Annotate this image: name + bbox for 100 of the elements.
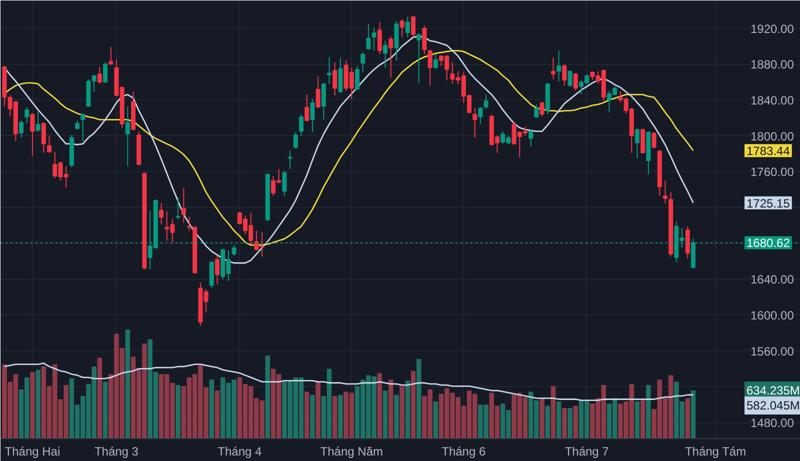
candlestick — [388, 36, 394, 78]
candlestick — [332, 62, 338, 96]
bar — [97, 358, 102, 438]
bar — [562, 408, 567, 438]
candlestick — [41, 122, 46, 154]
bar — [394, 394, 399, 438]
candlestick — [30, 112, 35, 156]
candlestick — [400, 18, 404, 38]
candlestick — [298, 114, 304, 136]
bar — [102, 382, 108, 438]
candlestick — [209, 260, 214, 289]
bar — [540, 398, 544, 438]
bar — [690, 390, 696, 438]
bar — [545, 406, 550, 438]
candlestick — [640, 128, 646, 154]
bar — [125, 329, 130, 438]
x-tick-label: Tháng 6 — [442, 444, 486, 458]
bar — [209, 380, 214, 438]
candlestick — [181, 187, 186, 224]
x-tick-label: Tháng 7 — [564, 444, 610, 458]
candlestick — [288, 150, 292, 170]
bar — [332, 396, 338, 438]
candlestick — [354, 65, 360, 91]
bar — [410, 370, 416, 438]
candlestick — [282, 170, 287, 196]
x-tick-label: Tháng Hai — [4, 444, 60, 458]
candlestick — [125, 106, 130, 167]
candlestick — [562, 64, 567, 86]
candlestick — [428, 49, 432, 86]
candlestick — [573, 72, 578, 91]
candlestick — [634, 128, 640, 159]
candlestick — [310, 98, 315, 133]
candlestick — [685, 226, 690, 260]
bar — [36, 370, 40, 438]
candlestick — [416, 33, 422, 84]
bar — [405, 380, 410, 438]
candlestick — [36, 111, 40, 132]
bar — [634, 401, 640, 438]
bar — [685, 398, 690, 438]
candlestick — [662, 180, 668, 204]
bar — [316, 382, 320, 438]
candlestick — [550, 57, 556, 80]
candlestick — [24, 106, 30, 124]
bar — [214, 390, 220, 438]
candlestick — [304, 94, 310, 122]
candlestick — [652, 132, 656, 149]
bar — [338, 394, 343, 438]
x-tick-label: Tháng Tám — [684, 444, 746, 458]
candlestick — [478, 106, 483, 125]
candlestick — [382, 40, 388, 68]
candlestick — [405, 16, 410, 38]
bar — [640, 400, 646, 438]
bar — [265, 356, 270, 438]
candlestick — [316, 76, 320, 109]
candlestick — [232, 244, 236, 256]
candlestick — [326, 56, 332, 84]
candlestick — [338, 57, 343, 94]
bar — [573, 406, 578, 438]
candlestick — [159, 202, 164, 225]
candlestick — [366, 23, 371, 50]
candlestick — [556, 50, 562, 82]
candlestick — [293, 132, 298, 149]
candlestick — [540, 101, 544, 117]
candlestick — [176, 197, 180, 220]
candlestick — [568, 70, 572, 88]
candlestick — [484, 94, 488, 110]
bar — [400, 386, 404, 438]
x-tick-label: Tháng Năm — [320, 444, 384, 458]
candlestick — [372, 26, 376, 52]
candlestick — [103, 62, 108, 84]
candlestick — [433, 54, 438, 70]
candlestick — [19, 120, 24, 138]
candlestick — [215, 255, 220, 286]
candlestick — [410, 15, 416, 38]
candlestick — [377, 22, 382, 55]
candlestick — [97, 66, 102, 84]
bar — [568, 408, 572, 438]
bar — [176, 385, 180, 438]
candlestick — [47, 135, 52, 154]
candlestick — [528, 129, 534, 148]
bar — [556, 401, 562, 438]
bar — [377, 373, 382, 438]
bar — [30, 372, 35, 438]
bar — [310, 394, 315, 438]
candlestick — [422, 25, 427, 55]
x-tick-label: Tháng 4 — [218, 444, 262, 458]
bar — [304, 392, 310, 438]
candlestick — [108, 46, 114, 66]
bar — [433, 401, 438, 438]
candlestick — [321, 82, 326, 120]
bar — [388, 380, 394, 438]
bar — [550, 386, 556, 438]
candlestick — [472, 108, 478, 138]
candlestick — [360, 52, 366, 73]
candlestick — [80, 112, 86, 142]
bar — [646, 385, 651, 438]
x-tick-label: Tháng 3 — [94, 444, 139, 458]
bar — [382, 390, 388, 438]
bar — [416, 358, 422, 438]
candlestick — [534, 104, 539, 118]
